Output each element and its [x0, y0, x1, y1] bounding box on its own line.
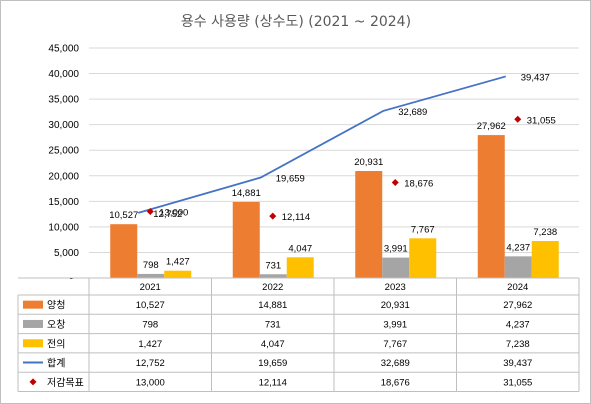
bar-전의-2021 — [164, 270, 192, 278]
table-cell: 1,427 — [138, 339, 162, 350]
bar-전의-2024 — [531, 241, 559, 278]
table-cell: 7,767 — [383, 339, 407, 350]
legend-key — [23, 319, 43, 328]
total-line — [138, 75, 506, 214]
table-cell: 12,114 — [259, 377, 287, 388]
y-tick-label: 45,000 — [48, 44, 79, 55]
table-cell: 32,689 — [381, 358, 410, 369]
x-category-label: 2021 — [140, 282, 161, 293]
table-cell: 10,527 — [136, 300, 165, 311]
table-cell: 19,659 — [258, 358, 287, 369]
bar-오창-2023 — [382, 257, 410, 278]
y-tick-label: 15,000 — [48, 197, 79, 208]
x-category-label: 2023 — [385, 282, 406, 293]
line-data-label: 39,437 — [521, 72, 550, 83]
bar-data-label: 7,238 — [533, 227, 557, 238]
bar-data-label: 7,767 — [411, 224, 435, 235]
legend-key — [29, 378, 37, 386]
line-합계 — [138, 75, 506, 214]
bar-양청-2024 — [477, 135, 505, 278]
legend-series-name: 양청 — [47, 300, 65, 312]
y-axis: - 5,000 10,000 15,000 20,000 25,000 30,000 35,0… — [48, 44, 79, 285]
target-marker — [391, 179, 399, 187]
marker-data-label: 12,114 — [282, 212, 310, 223]
y-tick-label: - — [70, 274, 73, 285]
target-markers — [146, 115, 522, 220]
target-marker — [514, 115, 522, 123]
bar-data-label: 4,047 — [288, 243, 312, 254]
table-cell: 20,931 — [381, 300, 410, 311]
bar-data-label: 798 — [143, 260, 159, 271]
bar-오창-2021 — [137, 273, 165, 278]
x-category-label: 2024 — [507, 282, 528, 293]
table-cell: 27,962 — [503, 300, 532, 311]
target-marker — [146, 208, 154, 216]
legend-series-name: 저감목표 — [47, 377, 84, 389]
table-cell: 13,000 — [136, 377, 165, 388]
table-cell: 731 — [265, 319, 281, 330]
data-labels: 10,527 14,881 20,931 27,962 798 731 3,991 4,237… — [109, 72, 557, 271]
bar-양청-2022 — [232, 201, 260, 278]
table-cell: 7,238 — [506, 339, 530, 350]
line-data-label: 12,752 — [153, 209, 182, 220]
marker-data-label: 13,000 — [159, 208, 188, 219]
chart-title: 용수 사용량 (상수도) (2021 ~ 2024) — [181, 14, 411, 30]
y-tick-label: 20,000 — [48, 171, 79, 182]
bar-양청-2021 — [110, 224, 138, 278]
table-cell: 14,881 — [258, 300, 287, 311]
y-tick-label: 10,000 — [48, 222, 79, 233]
table-cell: 12,752 — [136, 358, 165, 369]
bars — [110, 135, 559, 278]
line-data-label: 32,689 — [398, 107, 427, 118]
data-table: 2021 2022 2023 2024 양청 10,527 14,881 20,931 27,9… — [17, 277, 580, 392]
marker-data-label: 31,055 — [527, 115, 556, 126]
bar-data-label: 4,237 — [506, 242, 530, 253]
table-cell: 4,237 — [506, 319, 530, 330]
bar-전의-2022 — [286, 257, 314, 278]
bar-data-label: 1,427 — [166, 257, 190, 268]
y-tick-label: 35,000 — [48, 95, 79, 106]
bar-전의-2023 — [409, 238, 437, 278]
table-cell: 31,055 — [503, 377, 532, 388]
gridlines — [89, 47, 579, 279]
bar-오창-2024 — [504, 256, 532, 278]
bar-양청-2023 — [355, 171, 383, 278]
legend-series-name: 합계 — [47, 358, 65, 370]
bar-data-label: 10,527 — [109, 210, 138, 221]
bar-data-label: 27,962 — [477, 121, 506, 132]
y-tick-label: 40,000 — [48, 69, 79, 80]
y-tick-label: 30,000 — [48, 120, 79, 131]
y-tick-label: 5,000 — [54, 248, 79, 259]
bar-data-label: 3,991 — [384, 244, 408, 255]
bar-data-label: 14,881 — [232, 188, 261, 199]
bar-오창-2022 — [259, 274, 287, 278]
line-data-label: 19,659 — [276, 174, 305, 185]
y-tick-label: 25,000 — [48, 146, 79, 157]
table-cell: 798 — [142, 319, 158, 330]
bar-data-label: 731 — [265, 260, 281, 271]
target-marker — [269, 212, 277, 220]
legend-key — [23, 339, 43, 348]
legend-series-name: 오창 — [47, 319, 65, 331]
legend-key — [23, 300, 43, 309]
bar-data-label: 20,931 — [354, 157, 383, 168]
x-category-label: 2022 — [262, 282, 283, 293]
table-cell: 39,437 — [503, 358, 532, 369]
table-cell: 3,991 — [383, 319, 407, 330]
table-cell: 4,047 — [261, 339, 285, 350]
table-cell: 18,676 — [381, 377, 410, 388]
marker-data-label: 18,676 — [404, 179, 433, 190]
legend-series-name: 전의 — [47, 338, 65, 350]
